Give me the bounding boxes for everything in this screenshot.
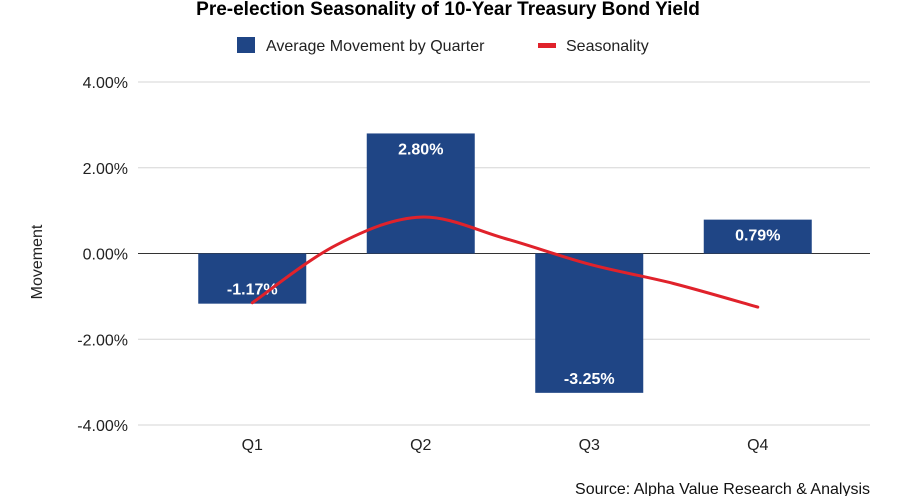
chart-title: Pre-election Seasonality of 10-Year Trea… bbox=[196, 0, 700, 20]
legend-swatch-bars bbox=[237, 37, 255, 53]
legend-label-bars: Average Movement by Quarter bbox=[266, 38, 485, 55]
y-tick-label: -4.00% bbox=[77, 418, 128, 435]
bar-labels: -1.17%2.80%-3.25%0.79% bbox=[227, 141, 781, 387]
y-axis-ticks: 4.00% 2.00% 0.00% -2.00% -4.00% bbox=[77, 75, 128, 435]
bar-q4 bbox=[703, 219, 812, 254]
y-tick-label: -2.00% bbox=[77, 332, 128, 349]
y-tick-label: 2.00% bbox=[83, 161, 128, 178]
bar-label-q2: 2.80% bbox=[398, 141, 443, 158]
x-axis-ticks: Q1 Q2 Q3 Q4 bbox=[242, 437, 769, 454]
legend-label-line: Seasonality bbox=[566, 38, 649, 55]
source-note: Source: Alpha Value Research & Analysis bbox=[575, 481, 870, 496]
x-tick-label-q2: Q2 bbox=[410, 437, 431, 454]
y-tick-label: 0.00% bbox=[83, 247, 128, 264]
y-axis-title: Movement bbox=[29, 224, 46, 299]
y-tick-label: 4.00% bbox=[83, 75, 128, 92]
seasonality-line bbox=[250, 215, 760, 309]
legend: Average Movement by Quarter Seasonality bbox=[237, 37, 649, 55]
bars bbox=[198, 133, 812, 393]
bar-q2 bbox=[366, 133, 475, 254]
bar-q1 bbox=[198, 253, 307, 304]
bar-q3 bbox=[535, 253, 644, 393]
legend-swatch-line bbox=[538, 43, 556, 48]
bar-label-q3: -3.25% bbox=[564, 371, 615, 388]
bar-label-q4: 0.79% bbox=[735, 228, 780, 245]
x-tick-label-q3: Q3 bbox=[579, 437, 600, 454]
x-tick-label-q1: Q1 bbox=[242, 437, 263, 454]
x-tick-label-q4: Q4 bbox=[747, 437, 768, 454]
seasonality-series bbox=[250, 215, 760, 309]
